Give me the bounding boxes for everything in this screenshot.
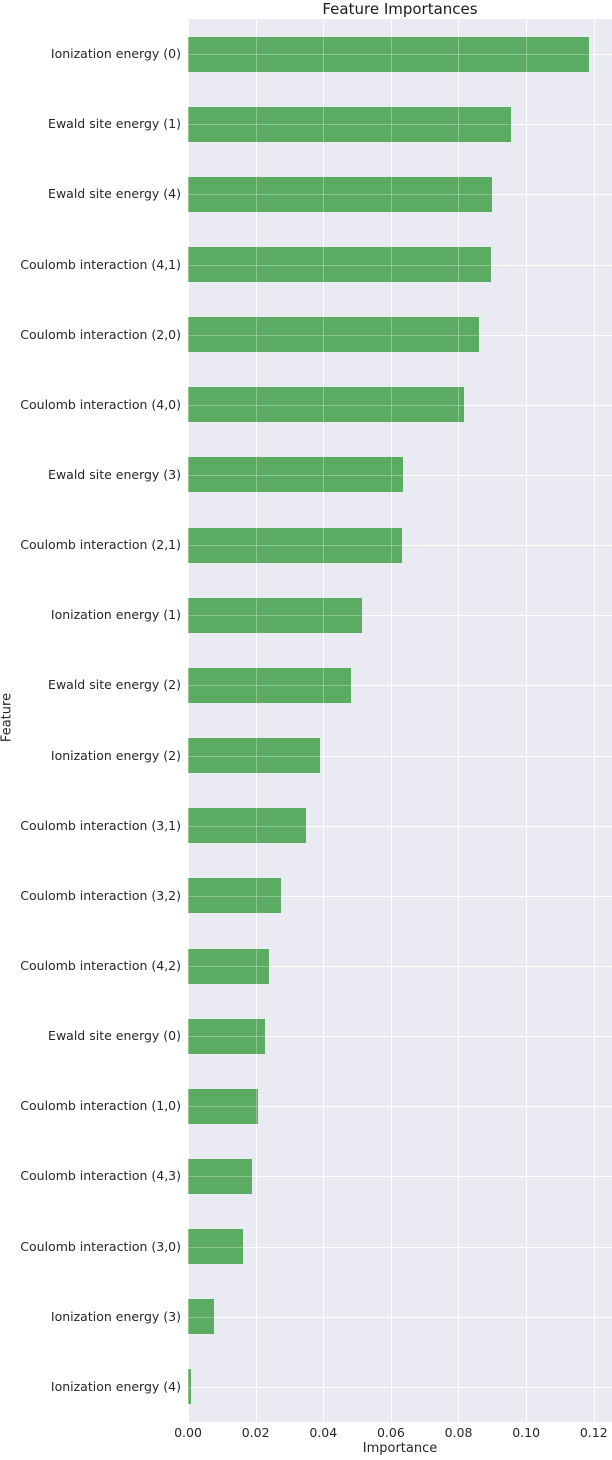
bar <box>188 1018 266 1054</box>
gridline-h <box>188 404 612 406</box>
x-tick-label: 0.10 <box>512 1425 541 1440</box>
y-tick-label: Ewald site energy (2) <box>48 677 181 693</box>
y-tick-label: Ionization energy (4) <box>50 1378 181 1394</box>
gridline-v <box>593 19 595 1422</box>
y-tick-label: Coulomb interaction (2,1) <box>20 537 181 553</box>
y-tick-label: Ionization energy (3) <box>50 1308 181 1324</box>
gridline-v <box>188 19 189 1422</box>
gridline-h <box>188 1036 612 1038</box>
gridline-h <box>188 54 612 56</box>
gridline-v <box>323 19 325 1422</box>
y-tick-label: Coulomb interaction (1,0) <box>20 1098 181 1114</box>
bar <box>188 948 270 984</box>
bar <box>188 527 402 563</box>
x-tick-label: 0.06 <box>376 1425 405 1440</box>
gridline-v <box>255 19 257 1422</box>
gridline-h <box>188 545 612 547</box>
gridline-h <box>188 1106 612 1108</box>
y-tick-label: Ionization energy (1) <box>50 607 181 623</box>
gridline-h <box>188 895 612 897</box>
bar <box>188 1229 244 1265</box>
bar <box>188 457 403 493</box>
bar <box>188 247 492 283</box>
gridline-h <box>188 895 612 897</box>
gridline-v <box>458 19 460 1422</box>
bar <box>188 1088 258 1124</box>
gridline-v <box>255 19 257 1422</box>
y-tick-label: Ewald site energy (4) <box>48 186 181 202</box>
bars-layer <box>188 19 612 1422</box>
x-tick-label: 0.02 <box>241 1425 270 1440</box>
y-tick-label: Ionization energy (2) <box>50 747 181 763</box>
bar <box>188 878 281 914</box>
y-tick-label: Coulomb interaction (3,1) <box>20 817 181 833</box>
gridline-h <box>188 1176 612 1178</box>
y-tick-label: Coulomb interaction (4,2) <box>20 958 181 974</box>
bar <box>188 176 493 212</box>
bar <box>188 738 320 774</box>
gridline-layer-over <box>188 19 612 1422</box>
gridline-v <box>593 19 595 1422</box>
gridline-h <box>188 825 612 827</box>
gridline-h <box>188 755 612 757</box>
bar <box>188 106 511 142</box>
y-tick-label: Coulomb interaction (3,0) <box>20 1238 181 1254</box>
gridline-h <box>188 264 612 266</box>
bar <box>188 1299 214 1335</box>
x-tick-label: 0.12 <box>579 1425 608 1440</box>
gridline-v <box>188 19 189 1422</box>
bar <box>188 667 351 703</box>
gridline-h <box>188 194 612 196</box>
gridline-h <box>188 1246 612 1248</box>
gridline-h <box>188 1176 612 1178</box>
gridline-h <box>188 966 612 968</box>
gridline-h <box>188 1386 612 1388</box>
gridline-v <box>390 19 392 1422</box>
gridline-h <box>188 1386 612 1388</box>
gridline-h <box>188 615 612 617</box>
gridline-h <box>188 474 612 476</box>
bar <box>188 597 363 633</box>
y-tick-label: Ewald site energy (3) <box>48 466 181 482</box>
bar <box>188 387 465 423</box>
y-tick-label: Ewald site energy (0) <box>48 1028 181 1044</box>
gridline-h <box>188 685 612 687</box>
x-tick-label: 0.00 <box>174 1425 202 1440</box>
gridline-h <box>188 1036 612 1038</box>
gridline-h <box>188 1246 612 1248</box>
gridline-h <box>188 685 612 687</box>
gridline-h <box>188 1316 612 1318</box>
y-tick-label: Coulomb interaction (3,2) <box>20 887 181 903</box>
bar <box>188 317 480 353</box>
bar <box>188 1158 252 1194</box>
gridline-h <box>188 615 612 617</box>
gridline-v <box>390 19 392 1422</box>
y-tick-label: Coulomb interaction (4,3) <box>20 1168 181 1184</box>
bar <box>188 36 589 72</box>
chart-title: Feature Importances <box>322 0 478 18</box>
y-tick-label: Coulomb interaction (4,1) <box>20 256 181 272</box>
x-tick-label: 0.08 <box>444 1425 473 1440</box>
gridline-v <box>526 19 528 1422</box>
gridline-h <box>188 825 612 827</box>
bar <box>188 808 307 844</box>
x-axis-title: Importance <box>362 1441 438 1456</box>
plot-area <box>188 19 612 1422</box>
gridline-h <box>188 755 612 757</box>
x-tick-label: 0.04 <box>309 1425 338 1440</box>
gridline-h <box>188 124 612 126</box>
gridline-h <box>188 334 612 336</box>
y-tick-label: Coulomb interaction (2,0) <box>20 326 181 342</box>
gridline-h <box>188 966 612 968</box>
y-tick-label: Ionization energy (0) <box>50 46 181 62</box>
y-tick-label: Coulomb interaction (4,0) <box>20 396 181 412</box>
gridline-h <box>188 1106 612 1108</box>
bar <box>188 1369 191 1405</box>
y-tick-label: Ewald site energy (1) <box>48 116 181 132</box>
gridline-h <box>188 1316 612 1318</box>
gridline-v <box>526 19 528 1422</box>
gridline-v <box>458 19 460 1422</box>
gridline-v <box>323 19 325 1422</box>
